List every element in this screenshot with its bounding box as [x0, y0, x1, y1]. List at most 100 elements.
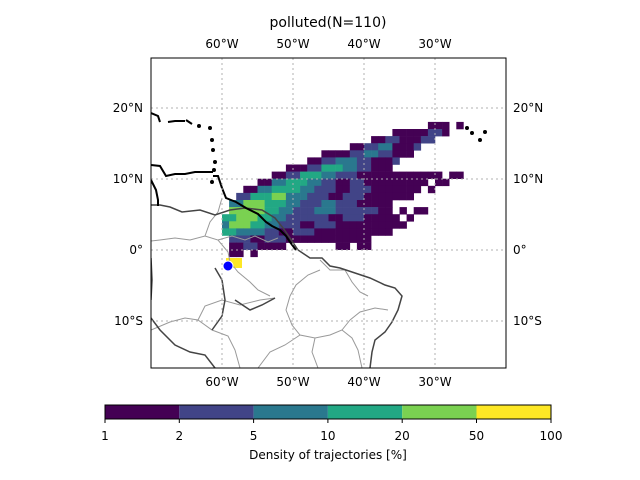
lon-label-50w-bottom: 50°W [276, 375, 309, 389]
density-cell [278, 192, 287, 201]
density-cell [293, 200, 301, 208]
density-cell [342, 157, 351, 165]
density-cell [364, 171, 372, 179]
density-cell [285, 171, 294, 179]
density-cell [328, 200, 336, 208]
density-cell [371, 192, 379, 201]
density-cell [314, 214, 322, 222]
density-cell [399, 221, 407, 229]
lon-label-40w-bottom: 40°W [347, 375, 380, 389]
density-cell [328, 214, 336, 222]
density-cell [420, 178, 429, 187]
density-cell [413, 171, 422, 179]
density-cell [300, 164, 308, 172]
density-cell [342, 228, 351, 236]
density-cell [300, 228, 308, 236]
lat-labels-right: 20°N 10°N 0° 10°S [513, 101, 543, 328]
density-cell [285, 235, 294, 243]
density-cell [293, 228, 301, 236]
density-cell [335, 221, 343, 229]
density-cell [356, 221, 365, 229]
density-cell [342, 214, 351, 222]
density-cell [392, 171, 400, 179]
density-cell [392, 214, 400, 222]
density-cell [243, 207, 251, 215]
density-cell [307, 207, 315, 215]
density-cell [392, 221, 400, 229]
density-cell [264, 235, 272, 243]
density-cell [364, 200, 372, 208]
density-cell [349, 150, 358, 158]
density-cell [378, 221, 386, 229]
density-cell [349, 228, 358, 236]
density-cell [314, 207, 322, 215]
density-cell [321, 150, 329, 158]
density-cell [356, 164, 365, 172]
density-cell [442, 178, 450, 187]
density-cell [385, 136, 393, 144]
density-cell [257, 192, 265, 201]
density-cell [392, 143, 400, 151]
density-cell [335, 164, 343, 172]
density-cell [250, 228, 258, 236]
density-cell [300, 178, 308, 187]
lat-label-10s-right: 10°S [513, 314, 542, 328]
density-cell [406, 178, 414, 187]
density-cell [420, 207, 429, 215]
density-cell [335, 157, 343, 165]
density-cell [356, 200, 365, 208]
density-cell [293, 235, 301, 243]
density-cell [406, 192, 414, 201]
density-cell [293, 178, 301, 187]
lat-labels-left: 20°N 10°N 0° 10°S [113, 101, 143, 328]
density-cell [385, 143, 393, 151]
density-cell [364, 207, 372, 215]
density-cell [378, 136, 386, 144]
density-cell [250, 192, 258, 201]
density-cell [442, 129, 450, 137]
colorbar-tick-2: 2 [175, 429, 183, 443]
density-cell [243, 228, 251, 236]
gridlines [151, 58, 506, 368]
density-cell [321, 235, 329, 243]
density-cell [293, 185, 301, 194]
density-cell [229, 235, 237, 243]
density-cell [250, 185, 258, 194]
density-cell [236, 235, 244, 243]
density-cell [435, 129, 443, 137]
density-cell [321, 214, 329, 222]
density-cell [349, 192, 358, 201]
density-cell [278, 221, 287, 229]
density-cell [271, 200, 280, 208]
lat-label-20n-left: 20°N [113, 101, 143, 115]
lon-labels-bottom: 60°W 50°W 40°W 30°W [205, 375, 451, 389]
density-cell [243, 200, 251, 208]
density-cell [271, 228, 280, 236]
density-cell [356, 192, 365, 201]
density-cell [250, 235, 258, 243]
density-cell [250, 242, 258, 250]
density-cell [307, 221, 315, 229]
density-cell [321, 164, 329, 172]
colorbar-swatch-1 [105, 405, 180, 419]
density-cell [335, 235, 343, 243]
density-cell [314, 235, 322, 243]
lat-label-10n-right: 10°N [513, 172, 543, 186]
density-cell [378, 192, 386, 201]
density-cell [285, 192, 294, 201]
density-cell [427, 185, 436, 194]
map-title: polluted(N=110) [270, 15, 387, 31]
density-cell [364, 228, 372, 236]
density-cell [236, 228, 244, 236]
density-cell [378, 150, 386, 158]
density-cell [300, 207, 308, 215]
density-cell [321, 171, 329, 179]
lat-label-0-left: 0° [129, 243, 143, 257]
density-cell [264, 221, 272, 229]
density-cell [349, 185, 358, 194]
density-cell [364, 178, 372, 187]
density-cell [257, 242, 265, 250]
density-cell [314, 221, 322, 229]
density-cell [427, 136, 436, 144]
density-cell [349, 207, 358, 215]
